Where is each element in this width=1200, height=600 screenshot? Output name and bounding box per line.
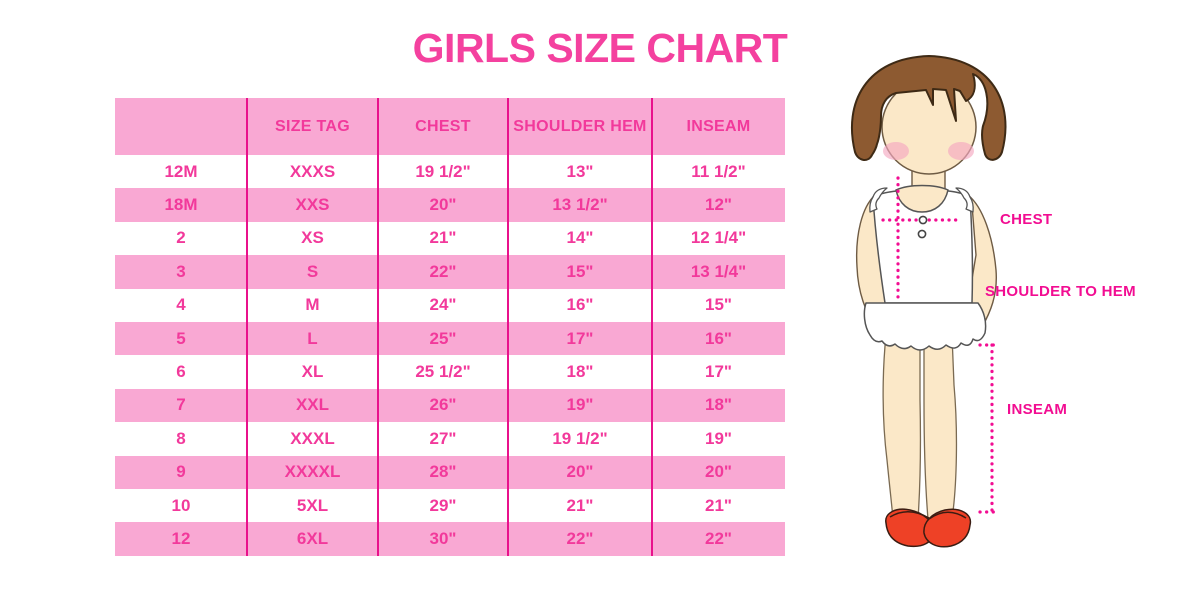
cell-tag: 5XL	[296, 495, 329, 515]
cell-shoulder-hem: 13 1/2"	[552, 195, 608, 215]
cell-size: 4	[176, 295, 186, 315]
header-cell-size-tag: SIZE TAG	[275, 117, 350, 135]
column-divider	[377, 98, 379, 556]
cell-size: 12	[171, 528, 191, 548]
cell-chest: 21"	[429, 228, 457, 248]
cell-size: 10	[171, 495, 191, 515]
chest-label: CHEST	[1000, 211, 1053, 228]
table-row: 12 6XL 30" 22" 22"	[115, 522, 785, 556]
inseam-label: INSEAM	[1007, 401, 1068, 418]
header-cell-shoulder-hem: SHOULDER HEM	[513, 117, 647, 135]
cell-tag: XXXS	[289, 161, 336, 181]
cell-tag: XS	[301, 228, 324, 248]
table-row: 3 S 22" 15" 13 1/4"	[115, 255, 785, 289]
cell-size: 6	[176, 362, 186, 382]
cell-tag: S	[306, 261, 319, 281]
cell-tag: XXS	[295, 195, 330, 215]
cell-inseam: 21"	[705, 495, 732, 515]
cell-inseam: 12 1/4"	[690, 228, 747, 248]
column-divider	[507, 98, 509, 556]
cell-chest: 28"	[429, 462, 457, 482]
table-row: 9 XXXXL 28" 20" 20"	[115, 455, 785, 489]
blush-cheeks	[883, 142, 974, 160]
neckline	[895, 184, 949, 213]
cell-inseam: 13 1/4"	[690, 261, 747, 281]
cell-inseam: 15"	[705, 295, 732, 315]
cell-shoulder-hem: 20"	[566, 462, 594, 482]
cell-inseam: 18"	[705, 395, 732, 415]
column-divider	[246, 98, 248, 556]
cell-chest: 19 1/2"	[415, 161, 471, 181]
header-cell-blank	[115, 98, 247, 155]
cell-chest: 25"	[429, 328, 457, 348]
table-row: 10 5XL 29" 21" 21"	[115, 489, 785, 522]
shoes	[885, 508, 972, 548]
table-header-row: SIZE TAG CHEST SHOULDER HEM INSEAM	[115, 98, 785, 155]
table-row: 7 XXL 26" 19" 18"	[115, 388, 785, 423]
cell-size: 8	[176, 428, 186, 448]
table-row: 2 XS 21" 14" 12 1/4"	[115, 222, 785, 255]
cell-chest: 26"	[429, 395, 457, 415]
measurement-diagram: CHEST SHOULDER TO HEM INSEAM	[830, 45, 1190, 575]
cell-shoulder-hem: 22"	[566, 528, 594, 548]
table-row: 12M XXXS 19 1/2" 13" 11 1/2"	[115, 155, 785, 188]
shoulder-ruffles	[869, 187, 974, 213]
cell-inseam: 12"	[705, 195, 732, 215]
hair	[850, 55, 1007, 161]
cell-inseam: 16"	[705, 328, 732, 348]
cell-inseam: 22"	[705, 528, 732, 548]
table-row: 18M XXS 20" 13 1/2" 12"	[115, 188, 785, 222]
ruffled-skirt	[863, 302, 987, 351]
cell-size: 18M	[164, 195, 198, 215]
table-row: 8 XXXL 27" 19 1/2" 19"	[115, 422, 785, 455]
cell-tag: L	[307, 328, 318, 348]
buttons	[917, 215, 928, 239]
cell-shoulder-hem: 14"	[566, 228, 594, 248]
cell-chest: 30"	[429, 528, 457, 548]
cell-size: 7	[176, 395, 186, 415]
size-table: SIZE TAG CHEST SHOULDER HEM INSEAM 12M X…	[115, 98, 785, 556]
cell-chest: 24"	[429, 295, 457, 315]
cell-tag: XXL	[295, 395, 330, 415]
header-cell-chest: CHEST	[415, 117, 471, 135]
cell-size: 3	[176, 261, 186, 281]
column-divider	[651, 98, 653, 556]
cell-shoulder-hem: 19"	[566, 395, 594, 415]
cell-size: 5	[176, 328, 186, 348]
cell-shoulder-hem: 13"	[566, 161, 594, 181]
cell-chest: 29"	[429, 495, 457, 515]
shoulder-to-hem-label: SHOULDER TO HEM	[985, 283, 1136, 300]
cell-size: 2	[176, 228, 186, 248]
table-row: 6 XL 25 1/2" 18" 17"	[115, 355, 785, 388]
cell-chest: 25 1/2"	[415, 362, 471, 382]
cell-shoulder-hem: 15"	[566, 261, 594, 281]
cell-chest: 20"	[429, 195, 457, 215]
legs	[882, 334, 958, 520]
cell-shoulder-hem: 16"	[566, 295, 594, 315]
cell-inseam: 20"	[705, 462, 732, 482]
table-row: 5 L 25" 17" 16"	[115, 321, 785, 356]
table-row: 4 M 24" 16" 15"	[115, 289, 785, 322]
cell-size: 12M	[164, 161, 198, 181]
cell-tag: XXXL	[290, 428, 335, 448]
cell-shoulder-hem: 18"	[566, 362, 594, 382]
cell-size: 9	[176, 462, 186, 482]
cell-chest: 22"	[429, 261, 457, 281]
cell-shoulder-hem: 19 1/2"	[552, 428, 608, 448]
cell-inseam: 11 1/2"	[691, 161, 746, 181]
cell-inseam: 19"	[705, 428, 732, 448]
cell-shoulder-hem: 17"	[566, 328, 594, 348]
cell-shoulder-hem: 21"	[566, 495, 594, 515]
cell-tag: XXXXL	[284, 462, 341, 482]
cell-chest: 27"	[429, 428, 457, 448]
cell-tag: M	[305, 295, 320, 315]
page-title: GIRLS SIZE CHART	[412, 25, 788, 71]
header-cell-inseam: INSEAM	[686, 117, 751, 135]
cell-tag: 6XL	[296, 528, 329, 548]
girl-illustration	[850, 55, 1007, 548]
cell-tag: XL	[301, 362, 324, 382]
cell-inseam: 17"	[705, 362, 732, 382]
